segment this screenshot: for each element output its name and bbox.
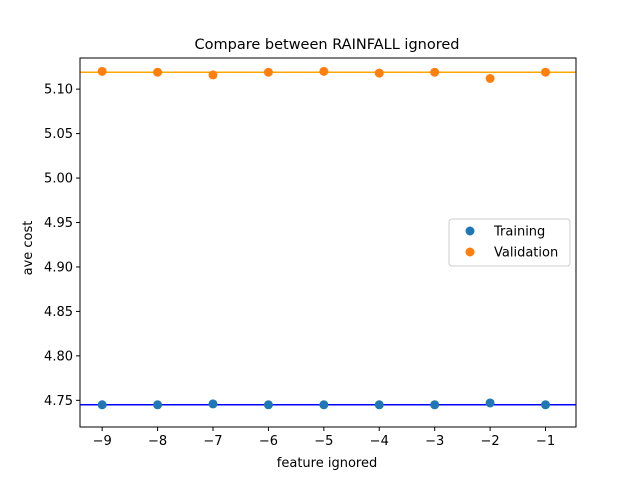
x-tick-label-1: −8: [148, 434, 167, 449]
point-training-2: [208, 399, 218, 409]
x-axis: −9 −8 −7 −6 −5 −4 −3 −2 −1: [93, 427, 555, 449]
point-training-8: [541, 400, 551, 410]
x-tick-label-5: −4: [370, 434, 389, 449]
point-training-5: [374, 400, 384, 410]
point-validation-0: [97, 66, 107, 76]
legend-box: [448, 218, 571, 267]
legend-label-validation: Validation: [494, 246, 558, 261]
y-tick-label-6: 5.05: [44, 127, 73, 142]
point-validation-4: [319, 66, 329, 76]
y-tick-label-3: 4.90: [44, 260, 73, 275]
point-validation-6: [430, 67, 440, 77]
x-axis-label: feature ignored: [277, 456, 377, 471]
y-tick-label-7: 5.10: [44, 83, 73, 98]
point-validation-1: [153, 67, 163, 77]
y-axis-label: ave cost: [21, 221, 36, 276]
x-tick-label-4: −5: [314, 434, 333, 449]
y-tick-label-4: 4.95: [44, 216, 73, 231]
y-tick-label-1: 4.80: [44, 349, 73, 364]
point-training-4: [319, 400, 329, 410]
y-axis: 4.75 4.80 4.85 4.90 4.95 5.00 5.05 5.10: [44, 83, 80, 409]
legend-marker-validation: [465, 247, 475, 257]
x-tick-label-8: −1: [536, 434, 555, 449]
chart-title: Compare between RAINFALL ignored: [195, 37, 460, 53]
point-validation-3: [263, 67, 273, 77]
point-validation-5: [374, 68, 384, 78]
legend-marker-training: [465, 226, 475, 236]
legend-label-training: Training: [493, 225, 545, 240]
point-training-3: [263, 400, 273, 410]
point-training-6: [430, 400, 440, 410]
point-training-0: [97, 400, 107, 410]
y-tick-label-0: 4.75: [44, 394, 73, 409]
y-tick-label-5: 5.00: [44, 172, 73, 187]
x-tick-label-7: −2: [481, 434, 500, 449]
point-validation-7: [485, 73, 495, 83]
legend: Training Validation: [448, 218, 571, 267]
x-tick-label-0: −9: [93, 434, 112, 449]
x-tick-label-6: −3: [425, 434, 444, 449]
plot-area: [80, 66, 576, 410]
x-tick-label-3: −6: [259, 434, 278, 449]
point-validation-8: [541, 67, 551, 77]
x-tick-label-2: −7: [203, 434, 222, 449]
y-tick-label-2: 4.85: [44, 305, 73, 320]
point-validation-2: [208, 70, 218, 80]
point-training-7: [485, 398, 495, 408]
point-training-1: [153, 400, 163, 410]
plot-frame: [79, 57, 577, 428]
